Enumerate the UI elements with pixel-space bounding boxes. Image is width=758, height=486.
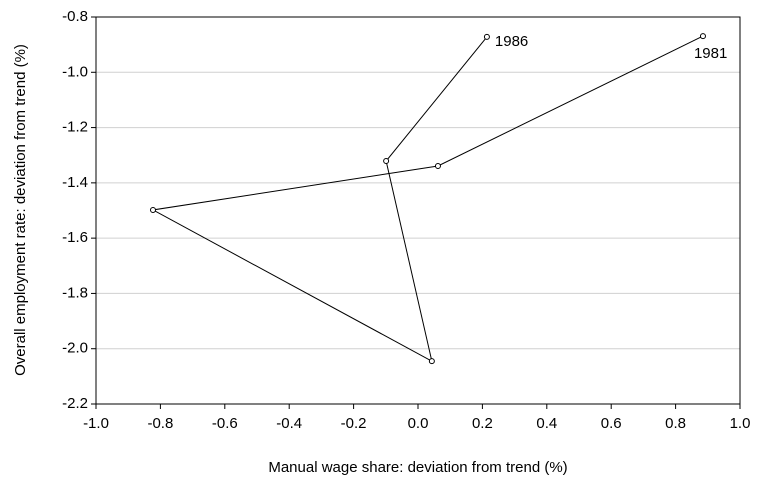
- x-tick-label: 0.8: [665, 415, 686, 432]
- x-tick-label: 0.2: [472, 415, 493, 432]
- point-label: 1981: [694, 45, 727, 62]
- data-point: [383, 158, 390, 165]
- x-tick-label: 0.0: [408, 415, 429, 432]
- y-tick-label: -1.6: [62, 229, 88, 246]
- plot-frame: [95, 16, 741, 405]
- data-point: [428, 358, 435, 365]
- y-tick-label: -2.0: [62, 340, 88, 357]
- data-point: [149, 206, 156, 213]
- x-tick-label: 1.0: [730, 415, 751, 432]
- y-axis-title: Overall employment rate: deviation from …: [12, 44, 29, 376]
- y-tick-label: -1.0: [62, 63, 88, 80]
- y-tick-label: -0.8: [62, 8, 88, 25]
- x-axis-title: Manual wage share: deviation from trend …: [268, 459, 567, 476]
- y-tick-label: -1.2: [62, 119, 88, 136]
- x-tick-label: -0.8: [147, 415, 173, 432]
- x-tick-label: -1.0: [83, 415, 109, 432]
- y-tick-label: -1.8: [62, 284, 88, 301]
- data-point: [434, 162, 441, 169]
- x-tick-label: 0.6: [601, 415, 622, 432]
- data-point: [483, 33, 490, 40]
- x-tick-label: 0.4: [536, 415, 557, 432]
- y-tick-label: -2.2: [62, 395, 88, 412]
- point-label: 1986: [495, 33, 528, 50]
- data-line: [151, 35, 704, 363]
- x-tick-label: -0.4: [276, 415, 302, 432]
- x-tick-label: -0.6: [212, 415, 238, 432]
- data-point: [699, 33, 706, 40]
- y-tick-label: -1.4: [62, 174, 88, 191]
- x-tick-label: -0.2: [341, 415, 367, 432]
